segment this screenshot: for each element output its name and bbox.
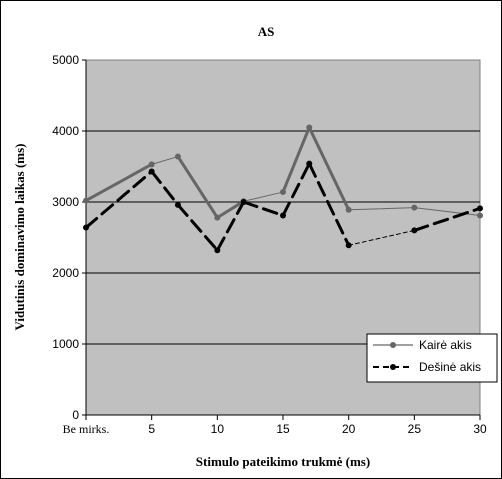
series-segment bbox=[84, 162, 154, 203]
data-point bbox=[411, 227, 418, 234]
data-point bbox=[280, 189, 286, 196]
x-tick-label: 20 bbox=[342, 422, 356, 436]
legend-entry-kaire: Kairė akis bbox=[373, 338, 472, 352]
x-tick-label: Be mirks. bbox=[63, 422, 110, 436]
y-tick-label: 1000 bbox=[52, 337, 79, 351]
series-segment bbox=[412, 206, 482, 232]
y-tick-label: 3000 bbox=[52, 195, 79, 209]
legend-marker-kaire bbox=[390, 342, 396, 348]
series-segment bbox=[281, 125, 311, 194]
legend-label-desine: Dešinė akis bbox=[419, 360, 481, 374]
series-kaire bbox=[83, 124, 483, 221]
series-segment bbox=[307, 125, 351, 212]
data-point bbox=[477, 205, 483, 212]
data-point bbox=[83, 197, 89, 204]
data-point bbox=[148, 161, 155, 168]
series-segment bbox=[150, 169, 180, 207]
legend-entry-desine: Dešinė akis bbox=[373, 360, 481, 374]
data-point bbox=[240, 199, 247, 205]
series-desine bbox=[83, 160, 483, 254]
data-point bbox=[280, 212, 286, 219]
series-segment bbox=[348, 229, 415, 246]
y-axis-label: Vidutinis dominavimo laikas (ms) bbox=[12, 144, 27, 331]
series-layer bbox=[83, 124, 483, 254]
axes: 0 1000 2000 3000 4000 5000 Be mirks. 5 10 15 20 25 3… bbox=[52, 53, 487, 436]
data-point bbox=[306, 160, 313, 167]
chart-title: AS bbox=[258, 24, 275, 39]
series-segment bbox=[243, 191, 284, 202]
series-segment bbox=[307, 162, 351, 247]
series-segment bbox=[176, 203, 219, 252]
y-tick-label: 0 bbox=[72, 408, 79, 422]
data-point bbox=[345, 242, 352, 249]
data-point bbox=[174, 153, 181, 160]
grid-lines bbox=[86, 130, 480, 345]
series-segment bbox=[348, 207, 415, 211]
series-segment bbox=[176, 155, 219, 220]
data-point bbox=[148, 168, 155, 175]
x-axis-label: Stimulo pateikimo trukmė (ms) bbox=[196, 454, 370, 469]
y-tick-label: 2000 bbox=[52, 266, 79, 280]
data-point bbox=[477, 212, 483, 219]
series-segment bbox=[84, 169, 154, 230]
x-tick-label: 30 bbox=[473, 422, 487, 436]
series-segment bbox=[151, 156, 179, 165]
x-tick-label: 10 bbox=[211, 422, 225, 436]
data-point bbox=[214, 214, 221, 221]
x-tick-label: 15 bbox=[276, 422, 290, 436]
data-point bbox=[174, 201, 181, 208]
series-segment bbox=[281, 162, 311, 217]
data-point bbox=[83, 224, 89, 231]
data-point bbox=[306, 124, 313, 131]
x-tick-label: 5 bbox=[148, 422, 155, 436]
x-tick-label: 25 bbox=[408, 422, 422, 436]
series-segment bbox=[413, 207, 481, 216]
y-tick-label: 5000 bbox=[52, 53, 79, 67]
series-segment bbox=[215, 199, 246, 220]
legend-label-kaire: Kairė akis bbox=[419, 338, 472, 352]
series-segment bbox=[242, 200, 285, 217]
y-tick-label: 4000 bbox=[52, 124, 79, 138]
data-point bbox=[214, 247, 221, 254]
legend-box bbox=[366, 333, 498, 383]
legend: Kairė akis Dešinė akis bbox=[366, 333, 498, 383]
legend-marker-desine bbox=[390, 364, 396, 370]
data-point bbox=[345, 206, 352, 213]
data-point bbox=[411, 204, 418, 211]
series-segment bbox=[215, 200, 246, 252]
